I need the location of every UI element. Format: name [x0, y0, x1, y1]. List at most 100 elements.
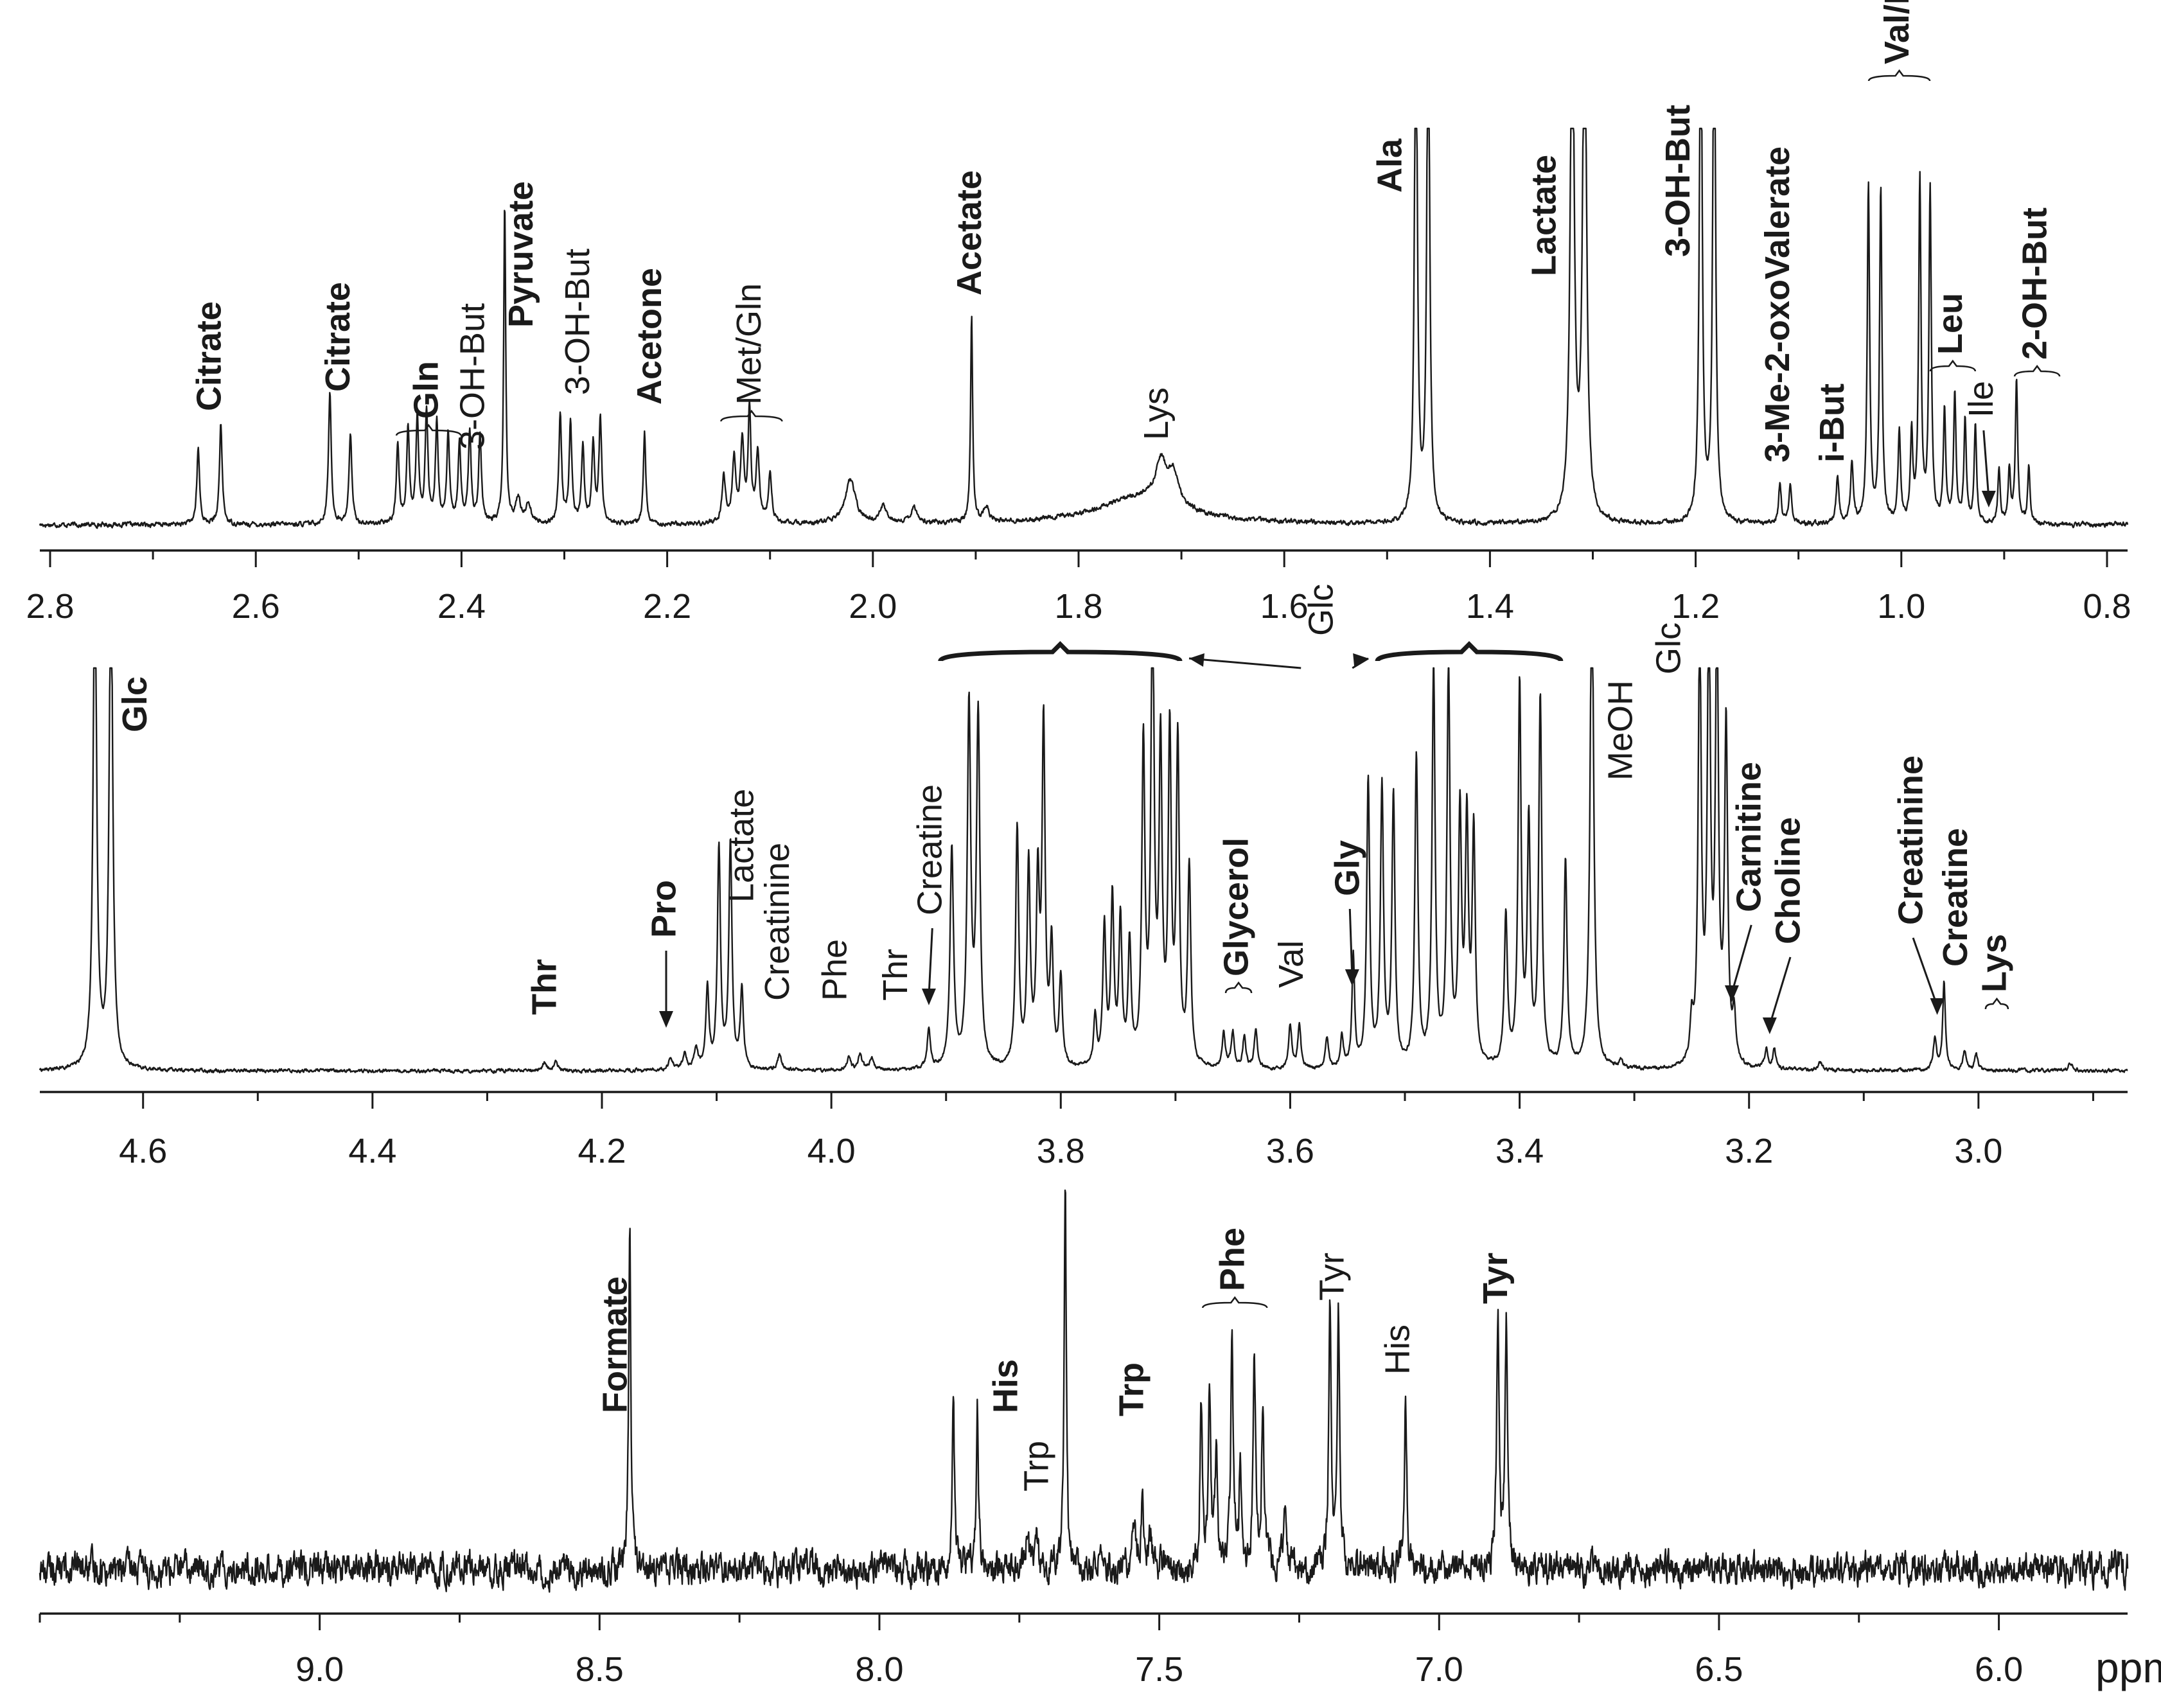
spectrum-trace	[39, 1189, 2129, 1593]
pointer-arrowhead	[1762, 1017, 1777, 1034]
tick-label: 2.4	[437, 587, 486, 626]
tick-label: 2.2	[643, 587, 691, 626]
panel-middle: 4.6 4.4 4.2 4.0 3.8 3.6 3.4 3.2 3.0 Glc Thr Pro Lact…	[39, 584, 2128, 1170]
tick-label: 8.5	[576, 1650, 624, 1689]
peak-label: Glycerol	[1217, 838, 1255, 976]
spectrum-trace	[39, 667, 2128, 1074]
tick-label: 3.2	[1725, 1132, 1773, 1170]
peak-label: Trp	[1113, 1362, 1151, 1416]
peak-label: His	[987, 1359, 1025, 1413]
tick-label: 4.2	[578, 1132, 626, 1170]
tick-label: 2.0	[849, 587, 897, 626]
group-brace	[1929, 359, 1977, 372]
tick-label: 2.8	[26, 587, 74, 626]
peak-label: Formate	[595, 1276, 634, 1413]
tick-label: 4.0	[807, 1132, 856, 1170]
group-brace	[1224, 981, 1253, 994]
tick-label: 1.0	[1877, 587, 1925, 626]
unit-label: ppm	[2095, 1644, 2161, 1691]
tick-label: 3.4	[1495, 1132, 1544, 1170]
tick-label: 1.2	[1671, 587, 1720, 626]
peak-label: 3-Me-2-oxoValerate	[1758, 146, 1797, 462]
tick-label: 3.8	[1037, 1132, 1085, 1170]
peak-label: Val/Ile	[1878, 0, 1916, 64]
tick-label: 3.0	[1954, 1132, 2002, 1170]
glc-brace	[1375, 641, 1564, 662]
pointer-arrow	[1348, 908, 1354, 978]
pointer-arrowhead	[921, 989, 936, 1005]
peak-label: Glc	[1650, 622, 1688, 674]
peak-label: Acetone	[630, 268, 669, 405]
peak-label: Lys	[1137, 387, 1176, 440]
pointer-arrow	[1768, 956, 1792, 1026]
peak-label: 3-OH-But	[1659, 105, 1697, 257]
peak-label: Carnitine	[1730, 762, 1768, 912]
peak-label: Choline	[1768, 817, 1807, 944]
peak-label: MeOH	[1601, 680, 1640, 780]
peak-label: 2-OH-But	[2015, 207, 2054, 360]
peak-label: 3-OH-But	[558, 249, 597, 395]
pointer-arrowhead	[1345, 969, 1359, 986]
peak-label: Creatine	[911, 784, 949, 915]
peak-label: Phe	[815, 939, 854, 1001]
tick-label: 6.5	[1695, 1650, 1743, 1689]
pointer-arrowhead	[1930, 998, 1945, 1015]
pointer-arrow	[1731, 924, 1752, 994]
tick-label: 9.0	[295, 1650, 344, 1689]
peak-label: Lactate	[723, 789, 761, 902]
peak-label: Thr	[876, 949, 915, 1001]
group-brace	[720, 409, 783, 422]
peak-label: Gly	[1328, 840, 1367, 896]
tick-label: 0.8	[2083, 587, 2131, 626]
peak-label: Ile	[1962, 381, 2000, 418]
spectrum-trace	[39, 127, 2129, 529]
glc-arrow	[1352, 657, 1369, 669]
pointer-arrowhead	[1724, 985, 1739, 1002]
peak-label: Pro	[644, 880, 683, 938]
peak-label: Creatinine	[1891, 755, 1930, 925]
peak-label: Thr	[525, 959, 564, 1015]
peak-label: Glc	[1301, 584, 1340, 636]
tick-label: 3.6	[1266, 1132, 1314, 1170]
peak-label: Trp	[1018, 1441, 1056, 1492]
group-brace	[1984, 997, 2009, 1010]
group-brace	[1867, 69, 1931, 82]
pointer-arrow	[928, 928, 933, 997]
peak-label: Tyr	[1476, 1253, 1515, 1304]
pointer-arrow	[1912, 937, 1938, 1007]
tick-label: 4.4	[348, 1132, 396, 1170]
tick-label: 4.6	[119, 1132, 167, 1170]
group-brace	[395, 423, 462, 436]
tick-label: 6.0	[1975, 1650, 2023, 1689]
panel-bottom: 9.0 8.5 8.0 7.5 7.0 6.5 6.0 Formate His Trp Trp Phe…	[39, 1189, 2129, 1689]
glc-brace	[938, 641, 1183, 662]
panel-top: 2.8 2.6 2.4 2.2 2.0 1.8 1.6 1.4 1.2 1.0 0.8 Citrate…	[26, 0, 2131, 626]
peak-label: His	[1379, 1325, 1417, 1375]
peak-label: Leu	[1931, 293, 1970, 355]
peak-label: Val	[1272, 940, 1310, 988]
peak-label: Met/Gln	[730, 283, 768, 405]
tick-label: 1.6	[1260, 587, 1309, 626]
peak-label: Citrate	[190, 301, 229, 411]
peak-label: Ala	[1371, 138, 1409, 193]
tick-label: 2.6	[232, 587, 280, 626]
glc-arrowhead	[1353, 653, 1369, 667]
peak-label: Phe	[1213, 1228, 1252, 1291]
glc-arrow	[1188, 657, 1301, 669]
peak-label: Tyr	[1313, 1253, 1352, 1301]
peak-label: Creatine	[1936, 828, 1975, 967]
pointer-arrowhead	[1981, 491, 1996, 507]
group-brace	[1202, 1296, 1268, 1308]
tick-label: 7.0	[1415, 1650, 1463, 1689]
peak-label: i-But	[1813, 383, 1851, 462]
tick-label: 8.0	[855, 1650, 903, 1689]
peak-label: Pyruvate	[502, 181, 540, 328]
peak-label: Creatinine	[758, 843, 797, 1001]
group-brace	[2013, 364, 2061, 377]
tick-label: 7.5	[1135, 1650, 1183, 1689]
peak-label: Glc	[116, 676, 154, 732]
peak-label: 3-OH-But	[453, 303, 491, 450]
pointer-arrowhead	[659, 1011, 673, 1028]
glc-arrowhead	[1189, 653, 1204, 667]
